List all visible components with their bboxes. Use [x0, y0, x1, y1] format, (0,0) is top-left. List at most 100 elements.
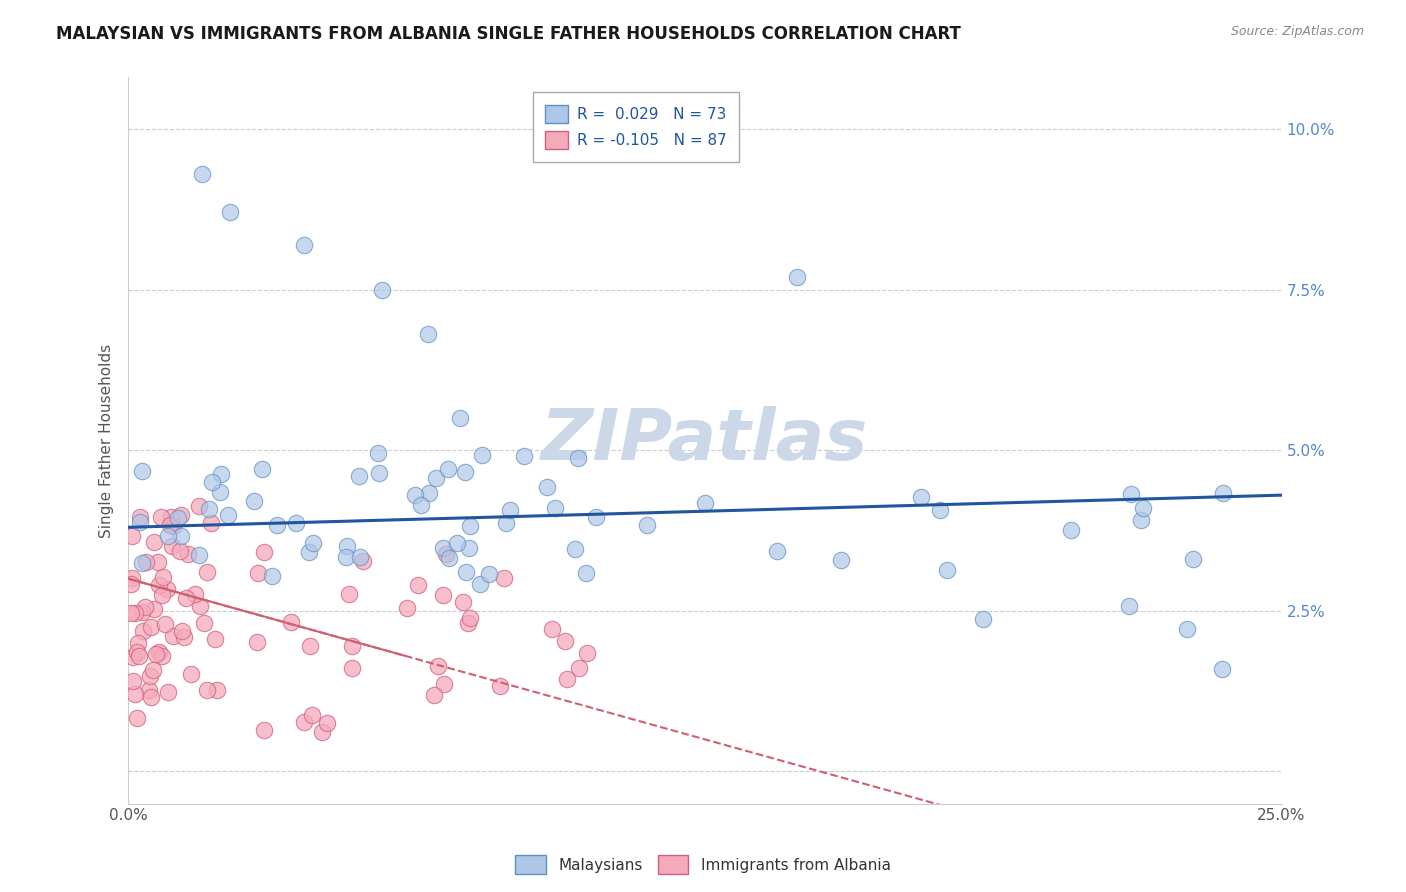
Point — [149, 510, 172, 524]
Point — [139, 668, 162, 682]
Point — [695, 496, 717, 510]
Point — [446, 536, 468, 550]
Point — [250, 462, 273, 476]
Point — [139, 620, 162, 634]
Point — [513, 450, 536, 464]
Point — [406, 578, 429, 592]
Point — [120, 576, 142, 591]
Point — [340, 660, 363, 674]
Point — [247, 566, 270, 580]
Point — [478, 567, 501, 582]
Point — [368, 466, 391, 480]
Text: MALAYSIAN VS IMMIGRANTS FROM ALBANIA SINGLE FATHER HOUSEHOLDS CORRELATION CHART: MALAYSIAN VS IMMIGRANTS FROM ALBANIA SIN… — [56, 25, 962, 43]
Point — [169, 544, 191, 558]
Point — [120, 606, 142, 620]
Point — [184, 587, 207, 601]
Point — [432, 588, 454, 602]
Point — [1211, 662, 1233, 676]
Point — [367, 446, 389, 460]
Point — [766, 543, 789, 558]
Point — [162, 539, 184, 553]
Point — [468, 577, 491, 591]
Point — [141, 690, 163, 704]
Point — [426, 659, 449, 673]
Point — [209, 484, 232, 499]
Point — [454, 465, 477, 479]
Point — [335, 549, 357, 564]
Point — [191, 167, 214, 181]
Point — [929, 503, 952, 517]
Point — [127, 645, 149, 659]
Point — [495, 516, 517, 530]
Point — [128, 648, 150, 663]
Point — [155, 617, 177, 632]
Point — [299, 639, 322, 653]
Point — [302, 536, 325, 550]
Point — [148, 556, 170, 570]
Point — [129, 509, 152, 524]
Point — [180, 666, 202, 681]
Point — [301, 708, 323, 723]
Point — [121, 649, 143, 664]
Point — [371, 283, 394, 297]
Point — [489, 680, 512, 694]
Point — [193, 615, 215, 630]
Point — [122, 673, 145, 688]
Point — [404, 488, 426, 502]
Point — [135, 555, 157, 569]
Point — [252, 723, 274, 737]
Point — [1212, 486, 1234, 500]
Point — [174, 591, 197, 606]
Point — [567, 450, 589, 465]
Point — [395, 601, 418, 615]
Point — [150, 588, 173, 602]
Point — [132, 624, 155, 638]
Point — [131, 606, 153, 620]
Point — [204, 632, 226, 647]
Point — [195, 682, 218, 697]
Point — [131, 556, 153, 570]
Point — [150, 648, 173, 663]
Point — [198, 502, 221, 516]
Point — [173, 631, 195, 645]
Point — [218, 205, 240, 219]
Point — [311, 724, 333, 739]
Y-axis label: Single Father Households: Single Father Households — [100, 343, 114, 538]
Point — [187, 500, 209, 514]
Point — [1119, 487, 1142, 501]
Point — [458, 611, 481, 625]
Point — [170, 624, 193, 638]
Point — [209, 467, 232, 481]
Point — [131, 464, 153, 478]
Point — [554, 633, 576, 648]
Point — [636, 517, 658, 532]
Point — [536, 480, 558, 494]
Legend: Malaysians, Immigrants from Albania: Malaysians, Immigrants from Albania — [509, 849, 897, 880]
Point — [425, 471, 447, 485]
Point — [177, 547, 200, 561]
Text: Source: ZipAtlas.com: Source: ZipAtlas.com — [1230, 25, 1364, 38]
Point — [142, 534, 165, 549]
Point — [145, 647, 167, 661]
Point — [121, 571, 143, 585]
Point — [266, 517, 288, 532]
Point — [498, 503, 520, 517]
Point — [432, 541, 454, 555]
Point — [298, 545, 321, 559]
Point — [1132, 501, 1154, 516]
Point — [1118, 599, 1140, 613]
Point — [544, 500, 567, 515]
Point — [156, 582, 179, 596]
Point — [148, 645, 170, 659]
Point — [349, 469, 371, 483]
Point — [567, 661, 589, 675]
Point — [187, 548, 209, 562]
Point — [457, 616, 479, 631]
Point — [188, 599, 211, 613]
Point — [1175, 622, 1198, 636]
Point — [936, 564, 959, 578]
Point — [121, 528, 143, 542]
Point — [170, 528, 193, 542]
Point — [159, 517, 181, 532]
Point — [292, 237, 315, 252]
